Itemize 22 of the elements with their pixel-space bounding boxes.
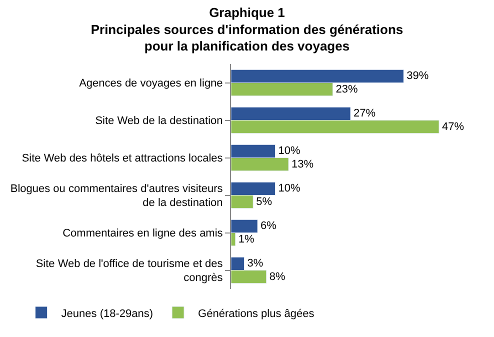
data-label: 23%	[336, 83, 358, 96]
data-label: 27%	[354, 108, 376, 120]
data-label: 1%	[238, 233, 255, 246]
y-tick-label: Site Web des hôtels et attractions locales	[22, 152, 224, 165]
legend-label: Jeunes (18-29ans)	[61, 308, 154, 320]
data-label: 8%	[269, 270, 286, 283]
legend-label: Générations plus âgées	[198, 308, 315, 320]
data-label: 39%	[406, 70, 429, 82]
data-label: 13%	[292, 158, 314, 170]
chart-subtitle: Principales sources d'information des générations pour la planification des voyages	[90, 22, 404, 54]
y-tick-label: Commentaires en ligne des amis	[62, 228, 224, 240]
data-label: 6%	[260, 220, 277, 232]
data-label: 47%	[442, 120, 464, 133]
y-tick-label: Blogues ou commentaires d'autres visiteurs de la destination	[10, 182, 224, 210]
y-tick-label: Site Web de la destination	[95, 115, 223, 128]
data-label: 5%	[256, 196, 272, 208]
y-tick-label: Site Web de l'office de tourisme et des congrès	[36, 258, 224, 284]
chart-title: Graphique 1	[209, 4, 285, 20]
data-label: 3%	[247, 258, 264, 270]
data-label: 10%	[278, 182, 300, 195]
y-tick-label: Agences de voyages en ligne	[79, 78, 223, 90]
data-label: 10%	[278, 145, 300, 158]
